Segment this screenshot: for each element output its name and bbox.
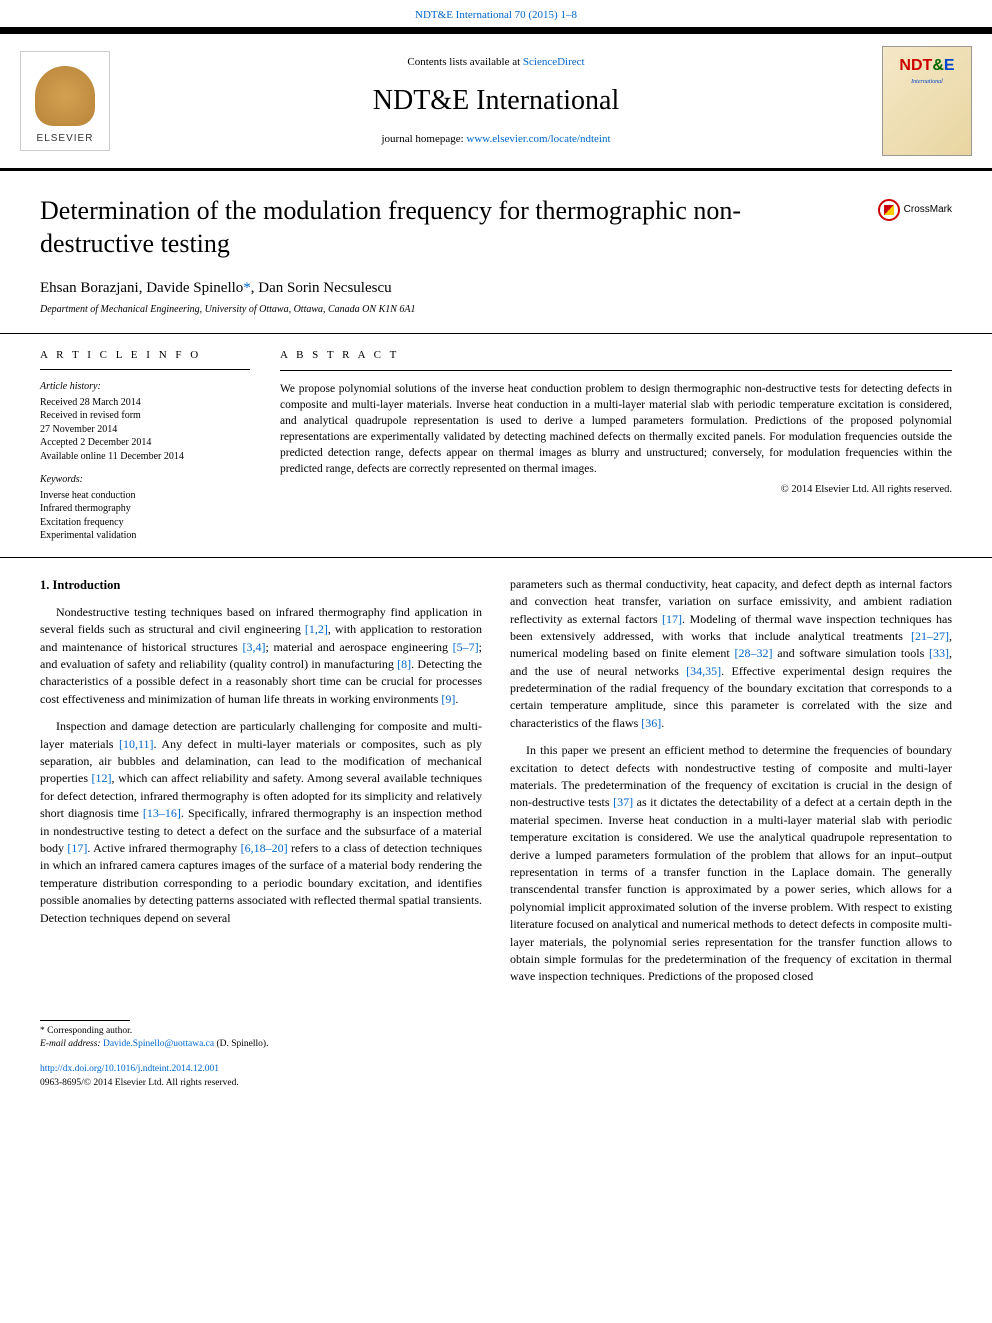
citation-link[interactable]: [1,2] bbox=[305, 622, 328, 636]
body-paragraph: Inspection and damage detection are part… bbox=[40, 718, 482, 927]
citation-link[interactable]: [28–32] bbox=[735, 646, 773, 660]
keyword: Infrared thermography bbox=[40, 502, 250, 516]
abstract-column: A B S T R A C T We propose polynomial so… bbox=[280, 334, 952, 556]
corresponding-author-note: * Corresponding author. bbox=[40, 1025, 952, 1038]
ndte-logo: NDT&E bbox=[899, 55, 954, 77]
right-column: parameters such as thermal conductivity,… bbox=[510, 576, 952, 996]
email-line: E-mail address: Davide.Spinello@uottawa.… bbox=[40, 1038, 952, 1051]
sciencedirect-link[interactable]: ScienceDirect bbox=[523, 56, 585, 68]
elsevier-logo: ELSEVIER bbox=[20, 51, 110, 151]
homepage-link[interactable]: www.elsevier.com/locate/ndteint bbox=[466, 133, 610, 145]
abstract-heading: A B S T R A C T bbox=[280, 348, 952, 370]
text-run: as it dictates the detectability of a de… bbox=[510, 795, 952, 983]
history-heading: Article history: bbox=[40, 380, 250, 394]
history-line: 27 November 2014 bbox=[40, 423, 250, 437]
corresponding-mark: * bbox=[243, 280, 251, 296]
abstract-copyright: © 2014 Elsevier Ltd. All rights reserved… bbox=[280, 483, 952, 498]
affiliation: Department of Mechanical Engineering, Un… bbox=[0, 303, 992, 333]
authors-line: Ehsan Borazjani, Davide Spinello*, Dan S… bbox=[0, 270, 992, 303]
meta-abstract-row: A R T I C L E I N F O Article history: R… bbox=[0, 333, 992, 557]
ndte-e: E bbox=[944, 57, 955, 74]
keyword: Excitation frequency bbox=[40, 516, 250, 530]
history-line: Accepted 2 December 2014 bbox=[40, 436, 250, 450]
abstract-text: We propose polynomial solutions of the i… bbox=[280, 381, 952, 478]
ndte-d: D bbox=[911, 57, 923, 74]
citation-link[interactable]: [17] bbox=[662, 612, 682, 626]
keyword: Inverse heat conduction bbox=[40, 489, 250, 503]
citation-link[interactable]: [13–16] bbox=[143, 806, 181, 820]
ndte-subtitle: International bbox=[911, 78, 943, 86]
contents-prefix: Contents lists available at bbox=[407, 56, 522, 68]
citation-link[interactable]: [21–27] bbox=[911, 629, 949, 643]
body-paragraph: In this paper we present an efficient me… bbox=[510, 742, 952, 985]
history-line: Received in revised form bbox=[40, 409, 250, 423]
ndte-t: T bbox=[923, 57, 933, 74]
text-run: ; material and aerospace engineering bbox=[266, 640, 453, 654]
journal-name: NDT&E International bbox=[110, 81, 882, 120]
homepage-line: journal homepage: www.elsevier.com/locat… bbox=[110, 132, 882, 147]
doi-block: http://dx.doi.org/10.1016/j.ndteint.2014… bbox=[0, 1057, 992, 1110]
body-columns: 1. Introduction Nondestructive testing t… bbox=[0, 558, 992, 1006]
citation-link[interactable]: [12] bbox=[92, 771, 112, 785]
section-heading: 1. Introduction bbox=[40, 576, 482, 594]
header-center: Contents lists available at ScienceDirec… bbox=[110, 55, 882, 147]
title-section: Determination of the modulation frequenc… bbox=[0, 171, 992, 270]
text-run: . bbox=[661, 716, 664, 730]
citation-link[interactable]: [36] bbox=[641, 716, 661, 730]
journal-reference-link[interactable]: NDT&E International 70 (2015) 1–8 bbox=[415, 9, 577, 21]
article-info-heading: A R T I C L E I N F O bbox=[40, 348, 250, 370]
email-link[interactable]: Davide.Spinello@uottawa.ca bbox=[103, 1039, 214, 1049]
issn-copyright: 0963-8695/© 2014 Elsevier Ltd. All right… bbox=[40, 1077, 952, 1090]
homepage-prefix: journal homepage: bbox=[382, 133, 467, 145]
citation-link[interactable]: [9] bbox=[441, 692, 455, 706]
article-info-column: A R T I C L E I N F O Article history: R… bbox=[40, 334, 250, 556]
elsevier-tree-icon bbox=[35, 66, 95, 126]
crossmark-icon bbox=[878, 199, 900, 221]
elsevier-label: ELSEVIER bbox=[37, 132, 94, 146]
contents-available-line: Contents lists available at ScienceDirec… bbox=[110, 55, 882, 70]
keywords-heading: Keywords: bbox=[40, 473, 250, 487]
email-label: E-mail address: bbox=[40, 1039, 103, 1049]
authors-part2: , Dan Sorin Necsulescu bbox=[251, 280, 392, 296]
footnote-separator bbox=[40, 1020, 130, 1021]
journal-reference: NDT&E International 70 (2015) 1–8 bbox=[0, 0, 992, 27]
citation-link[interactable]: [5–7] bbox=[453, 640, 479, 654]
doi-link[interactable]: http://dx.doi.org/10.1016/j.ndteint.2014… bbox=[40, 1064, 219, 1074]
crossmark-badge[interactable]: CrossMark bbox=[878, 199, 952, 221]
citation-link[interactable]: [10,11] bbox=[119, 737, 154, 751]
citation-link[interactable]: [6,18–20] bbox=[241, 841, 288, 855]
keyword: Experimental validation bbox=[40, 529, 250, 543]
citation-link[interactable]: [8] bbox=[397, 657, 411, 671]
email-suffix: (D. Spinello). bbox=[214, 1039, 268, 1049]
citation-link[interactable]: [33] bbox=[929, 646, 949, 660]
history-line: Available online 11 December 2014 bbox=[40, 450, 250, 464]
ndte-amp: & bbox=[932, 57, 944, 74]
footnotes: * Corresponding author. E-mail address: … bbox=[0, 1025, 992, 1058]
left-column: 1. Introduction Nondestructive testing t… bbox=[40, 576, 482, 996]
citation-link[interactable]: [3,4] bbox=[243, 640, 266, 654]
body-paragraph: parameters such as thermal conductivity,… bbox=[510, 576, 952, 733]
journal-cover: NDT&E International bbox=[882, 46, 972, 156]
citation-link[interactable]: [17] bbox=[67, 841, 87, 855]
citation-link[interactable]: [37] bbox=[613, 795, 633, 809]
article-title: Determination of the modulation frequenc… bbox=[40, 195, 840, 260]
authors-part1: Ehsan Borazjani, Davide Spinello bbox=[40, 280, 243, 296]
ndte-n: N bbox=[899, 57, 911, 74]
journal-header: ELSEVIER Contents lists available at Sci… bbox=[0, 27, 992, 171]
text-run: . Active infrared thermography bbox=[87, 841, 240, 855]
body-paragraph: Nondestructive testing techniques based … bbox=[40, 604, 482, 708]
text-run: and software simulation tools bbox=[773, 646, 929, 660]
text-run: . bbox=[455, 692, 458, 706]
history-line: Received 28 March 2014 bbox=[40, 396, 250, 410]
crossmark-label: CrossMark bbox=[904, 203, 952, 217]
citation-link[interactable]: [34,35] bbox=[686, 664, 721, 678]
